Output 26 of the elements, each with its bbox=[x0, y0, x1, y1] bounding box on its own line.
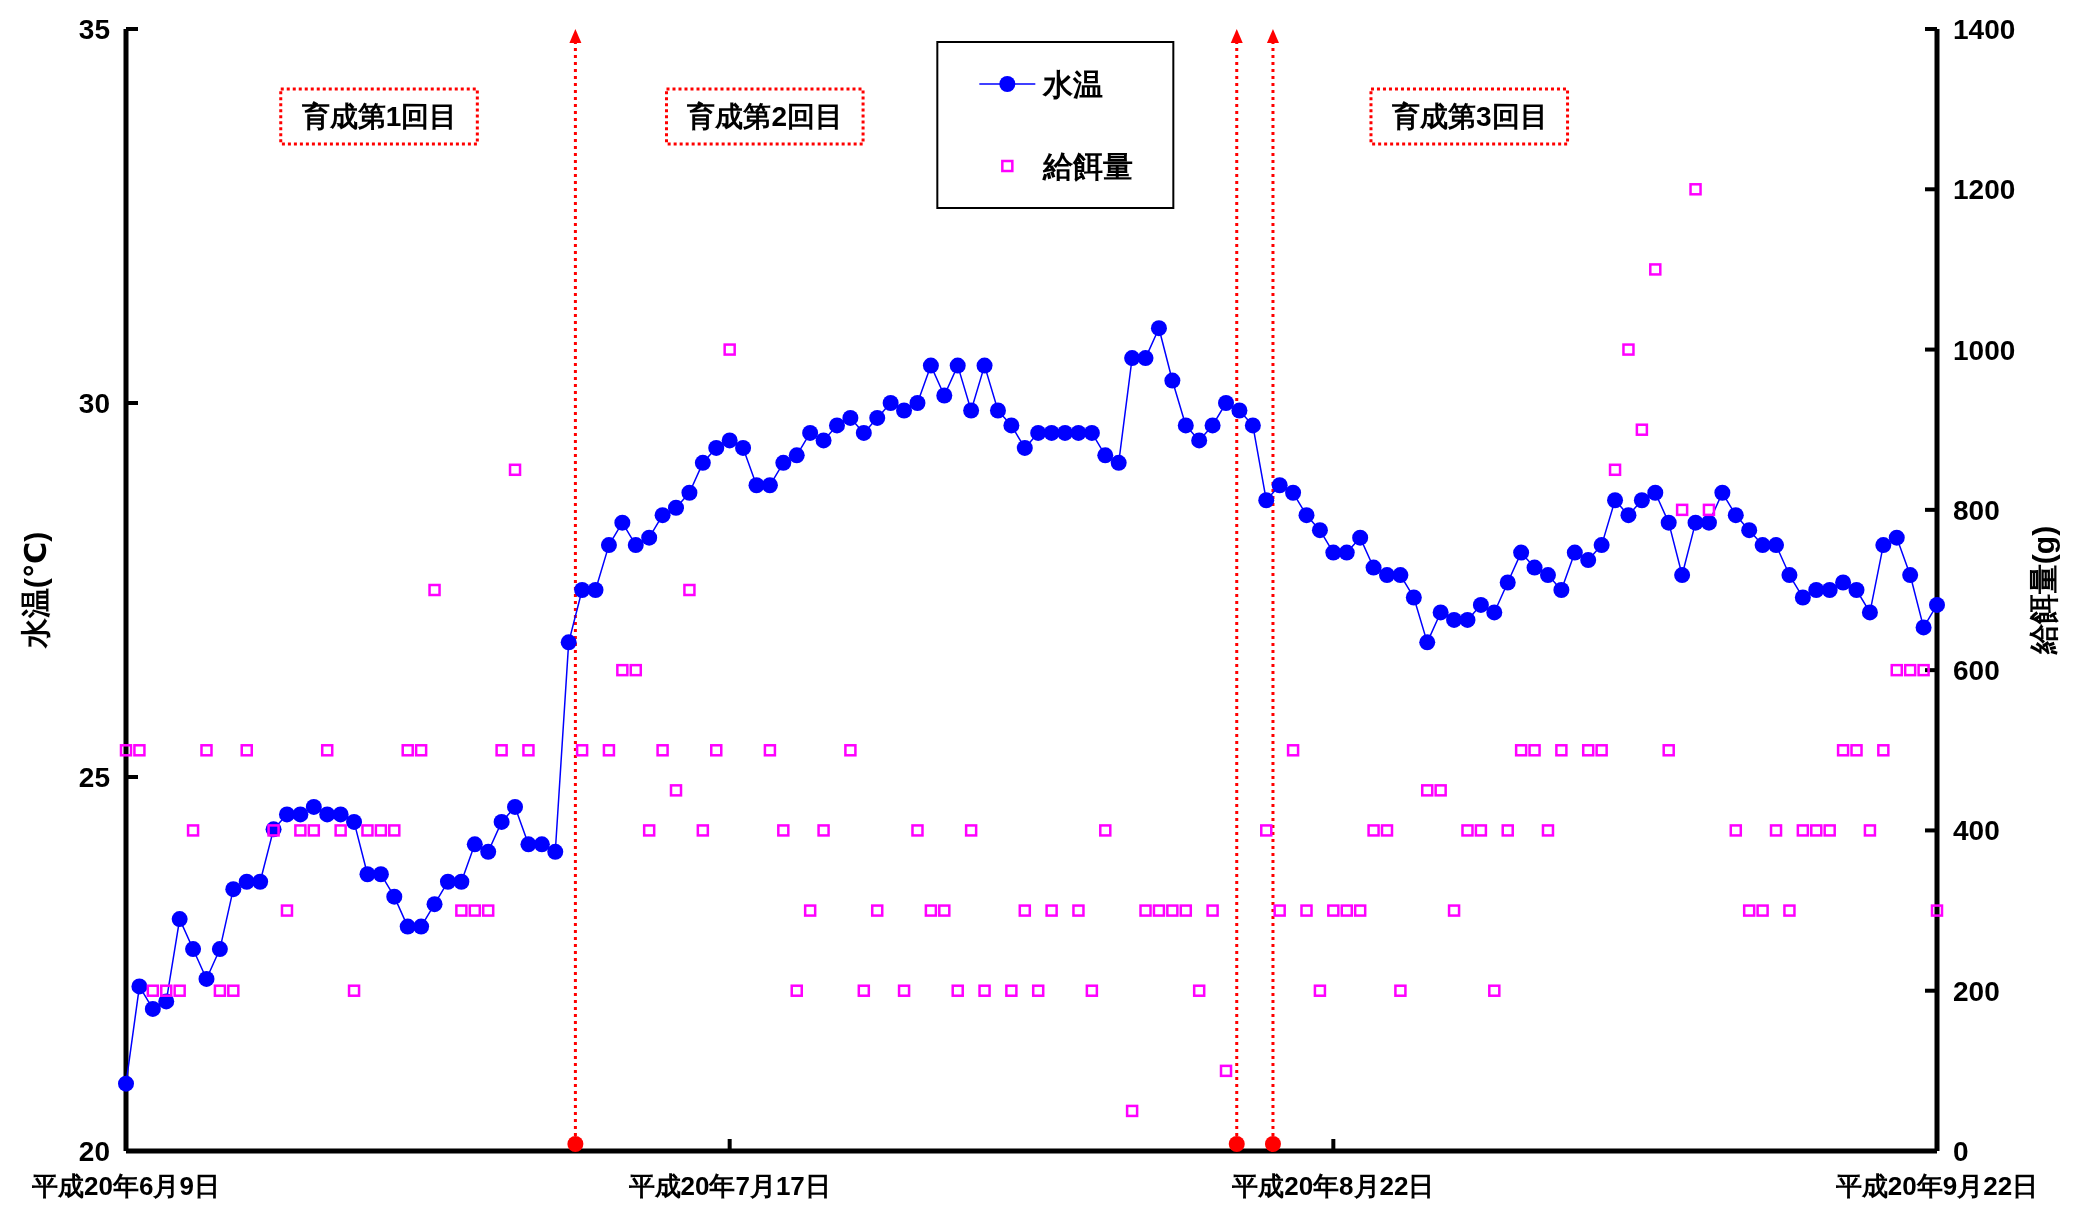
y2-tick-label: 1200 bbox=[1953, 174, 2016, 206]
y2-tick-label: 600 bbox=[1953, 655, 2000, 687]
y2-tick-label: 200 bbox=[1953, 975, 2000, 1007]
y-tick-label: 25 bbox=[78, 762, 110, 793]
annotation: 育成第2回目 bbox=[665, 87, 865, 146]
y-tick-label: 35 bbox=[78, 14, 110, 45]
y-tick-label: 30 bbox=[78, 388, 110, 419]
annotation: 育成第1回目 bbox=[279, 87, 479, 146]
x-tick-label: 平成20年8月22日 bbox=[1231, 1171, 1435, 1201]
annotation: 育成第3回目 bbox=[1390, 101, 1548, 132]
annotation: 育成第3回目 bbox=[1369, 87, 1570, 146]
x-tick-label: 平成20年6月9日 bbox=[31, 1171, 220, 1201]
y2-axis-title: 給餌量(g) bbox=[2027, 525, 2060, 656]
y2-tick-label: 800 bbox=[1953, 494, 2000, 526]
x-tick-label: 平成20年9月22日 bbox=[1834, 1171, 2039, 1201]
y-tick-label: 20 bbox=[78, 1136, 110, 1167]
y2-tick-label: 0 bbox=[1953, 1136, 1969, 1167]
annotation: 育成第2回目 bbox=[686, 101, 844, 132]
legend-label: 給餌量 bbox=[1042, 150, 1134, 183]
x-tick-label: 平成20年7月17日 bbox=[627, 1171, 831, 1201]
y-axis-title: 水温(℃) bbox=[19, 531, 52, 650]
y2-tick-label: 400 bbox=[1953, 815, 2000, 847]
y2-tick-label: 1400 bbox=[1953, 14, 2016, 45]
annotation: 育成第1回目 bbox=[300, 101, 458, 132]
legend-label: 水温 bbox=[1042, 68, 1104, 101]
y2-tick-label: 1000 bbox=[1953, 334, 2016, 366]
